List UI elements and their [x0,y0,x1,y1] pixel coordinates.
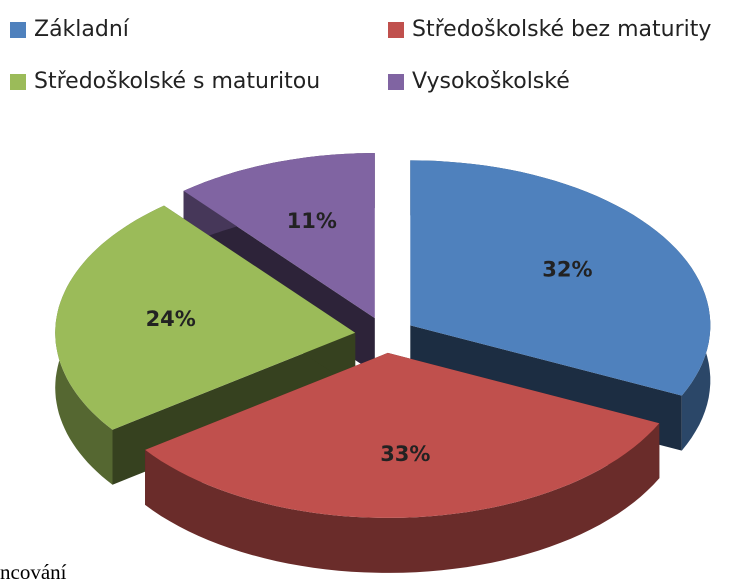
slice-top [410,160,711,396]
slice-top [183,153,375,319]
data-label: 33% [380,442,430,466]
legend-label: Vysokoškolské [412,69,570,94]
legend-swatch [388,22,404,38]
slice-top [55,205,356,430]
legend-label: Základní [34,17,130,42]
legend-swatch [10,22,26,38]
slice-top [145,352,660,518]
legend-label: Středoškolské s maturitou [34,69,320,94]
legend-label: Středoškolské bez maturity [412,17,711,42]
note: ncování [0,560,67,584]
data-label: 32% [542,258,592,282]
slice-outer [145,423,660,573]
legend-swatch [10,74,26,90]
data-label: 11% [287,209,337,233]
slice: 33% [145,352,660,573]
data-label: 24% [146,307,196,331]
slice: 32% [410,160,711,451]
legend-swatch [388,74,404,90]
